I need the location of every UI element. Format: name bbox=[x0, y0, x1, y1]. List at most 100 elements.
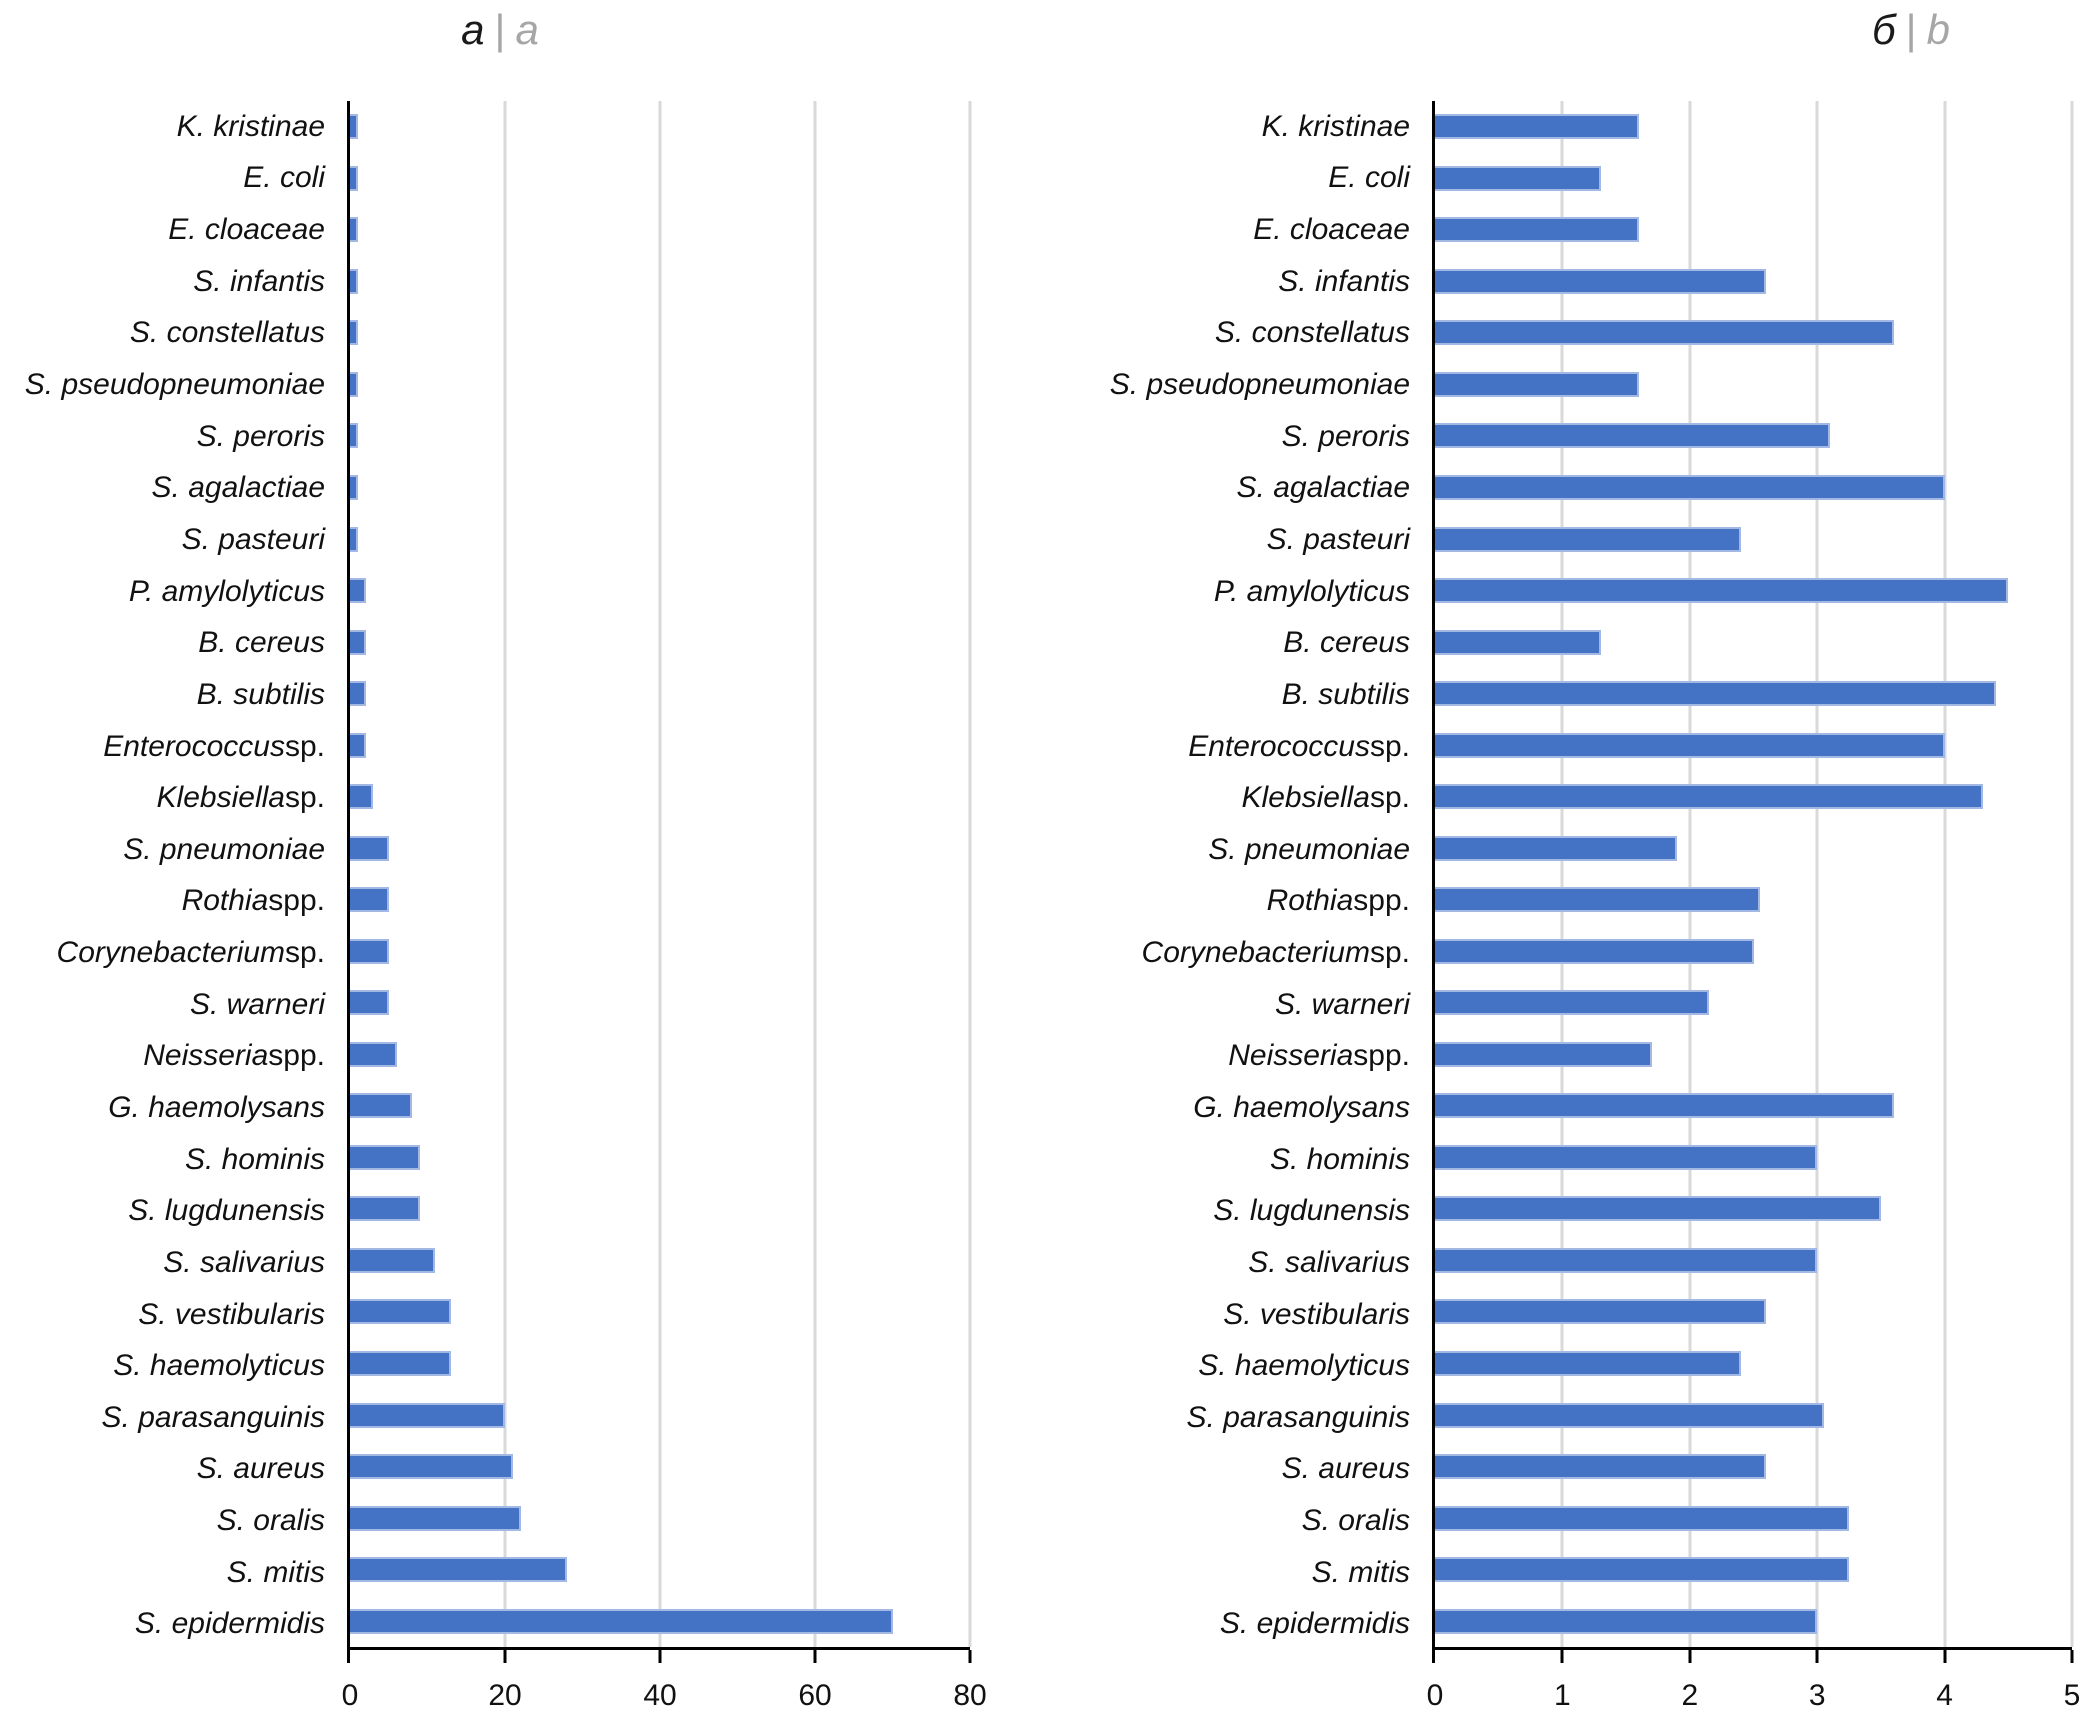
category-label-b: B. cereus bbox=[1045, 617, 1432, 669]
bar-row bbox=[1435, 1080, 2072, 1132]
bar-b-K. kristinae bbox=[1435, 114, 1639, 140]
bar-b-Klebsiella sp. bbox=[1435, 784, 1983, 810]
category-label-a: P. amylolyticus bbox=[0, 566, 347, 618]
gridline-a-20 bbox=[503, 101, 507, 1647]
bar-a-S. parasanguinis bbox=[350, 1402, 505, 1428]
bar-a-E. cloaceae bbox=[350, 217, 358, 243]
x-axis-tick-a-80 bbox=[968, 1650, 972, 1663]
bar-row bbox=[350, 1338, 970, 1390]
bar-row bbox=[1435, 1389, 2072, 1441]
gridline-a-80 bbox=[968, 101, 972, 1647]
category-label-roman: sp. bbox=[284, 729, 325, 763]
category-label-roman: sp. bbox=[1369, 781, 1410, 815]
panel-b-title: б | b bbox=[1872, 6, 1950, 54]
bar-row bbox=[350, 1441, 970, 1493]
category-label-b: S. pneumoniae bbox=[1045, 824, 1432, 876]
x-axis-tick-b-3 bbox=[1815, 1650, 1819, 1663]
category-label-italic: S. pneumoniae bbox=[1208, 832, 1410, 866]
category-label-b: P. amylolyticus bbox=[1045, 566, 1432, 618]
bar-row bbox=[1435, 565, 2072, 617]
category-label-b: Rothia spp. bbox=[1045, 876, 1432, 928]
bar-b-S. pseudopneumoniae bbox=[1435, 371, 1639, 397]
bar-a-G. haemolysans bbox=[350, 1093, 412, 1119]
category-label-italic: P. amylolyticus bbox=[128, 574, 325, 608]
category-label-roman: spp. bbox=[268, 884, 325, 918]
panel-a-title: а | a bbox=[461, 6, 539, 54]
bar-row bbox=[1435, 616, 2072, 668]
category-label-a: S. parasanguinis bbox=[0, 1392, 347, 1444]
category-label-b: E. coli bbox=[1045, 153, 1432, 205]
category-label-b: S. warneri bbox=[1045, 979, 1432, 1031]
gridline-a-60 bbox=[813, 101, 817, 1647]
category-label-italic: Corynebacterium bbox=[56, 936, 285, 970]
category-label-a: S. pneumoniae bbox=[0, 824, 347, 876]
category-label-b: Neisseria spp. bbox=[1045, 1031, 1432, 1083]
bar-a-S. peroris bbox=[350, 423, 358, 449]
bar-row bbox=[350, 359, 970, 411]
category-label-a: S. agalactiae bbox=[0, 462, 347, 514]
category-label-roman: spp. bbox=[1353, 884, 1410, 918]
category-label-italic: S. warneri bbox=[1274, 987, 1410, 1021]
category-label-b: K. kristinae bbox=[1045, 101, 1432, 153]
bar-a-S. warneri bbox=[350, 990, 389, 1016]
bar-a-Enterococcus sp. bbox=[350, 732, 366, 758]
bar-b-S. agalactiae bbox=[1435, 474, 1945, 500]
x-tick-label-a-80: 80 bbox=[953, 1679, 987, 1712]
bar-row bbox=[1435, 1029, 2072, 1081]
category-label-italic: K. kristinae bbox=[176, 109, 325, 143]
bar-b-G. haemolysans bbox=[1435, 1093, 1894, 1119]
bar-row bbox=[1435, 1235, 2072, 1287]
category-label-a: Corynebacterium sp. bbox=[0, 927, 347, 979]
bar-a-Rothia spp. bbox=[350, 887, 389, 913]
category-label-italic: E. coli bbox=[243, 161, 325, 195]
bar-b-S. oralis bbox=[1435, 1505, 1850, 1531]
bar-row bbox=[350, 1080, 970, 1132]
category-label-b: S. peroris bbox=[1045, 411, 1432, 463]
bar-b-S. infantis bbox=[1435, 268, 1767, 294]
bar-a-Klebsiella sp. bbox=[350, 784, 374, 810]
gridline-b-1 bbox=[1560, 101, 1564, 1647]
category-label-italic: S. infantis bbox=[193, 264, 325, 298]
bar-b-Rothia spp. bbox=[1435, 887, 1760, 913]
bar-a-P. amylolyticus bbox=[350, 578, 366, 604]
category-label-a: S. haemolyticus bbox=[0, 1340, 347, 1392]
bar-a-S. lugdunensis bbox=[350, 1196, 420, 1222]
category-label-b: S. agalactiae bbox=[1045, 462, 1432, 514]
bar-row bbox=[1435, 1338, 2072, 1390]
bar-row bbox=[350, 410, 970, 462]
category-label-b: S. vestibularis bbox=[1045, 1289, 1432, 1341]
category-label-italic: G. haemolysans bbox=[108, 1090, 325, 1124]
category-label-italic: Neisseria bbox=[143, 1039, 269, 1073]
panel-a-body: K. kristinae E. coli E. cloaceae S. infanti… bbox=[0, 101, 987, 1712]
bar-row bbox=[1435, 926, 2072, 978]
bar-row bbox=[350, 1029, 970, 1081]
gridline-b-2 bbox=[1688, 101, 1692, 1647]
bar-row bbox=[1435, 1286, 2072, 1338]
bar-row bbox=[1435, 153, 2072, 205]
bar-row bbox=[1435, 1544, 2072, 1596]
category-label-italic: Rothia bbox=[1266, 884, 1354, 918]
category-label-b: S. epidermidis bbox=[1045, 1599, 1432, 1651]
category-label-italic: S. oralis bbox=[216, 1504, 325, 1538]
bar-row bbox=[350, 719, 970, 771]
category-label-b: S. oralis bbox=[1045, 1495, 1432, 1547]
bar-row bbox=[350, 1595, 970, 1647]
category-label-italic: S. agalactiae bbox=[151, 471, 325, 505]
bar-row bbox=[1435, 977, 2072, 1029]
category-label-italic: S. hominis bbox=[184, 1142, 325, 1176]
bar-row bbox=[350, 307, 970, 359]
panel-b-title-alt: b bbox=[1926, 6, 1950, 53]
x-axis-tick-b-2 bbox=[1688, 1650, 1692, 1663]
bar-row bbox=[350, 1235, 970, 1287]
category-label-italic: S. haemolyticus bbox=[1198, 1349, 1410, 1383]
bar-row bbox=[350, 101, 970, 153]
panel-b-plot-area: 0 1 2 3 4 5 bbox=[1427, 101, 2080, 1712]
category-label-italic: S. salivarius bbox=[163, 1245, 325, 1279]
x-tick-label-b-4: 4 bbox=[1936, 1679, 1953, 1712]
bar-row bbox=[350, 462, 970, 514]
bar-b-S. haemolyticus bbox=[1435, 1351, 1741, 1377]
category-label-b: S. lugdunensis bbox=[1045, 1185, 1432, 1237]
bar-row bbox=[350, 977, 970, 1029]
bar-row bbox=[350, 616, 970, 668]
category-label-b: G. haemolysans bbox=[1045, 1082, 1432, 1134]
